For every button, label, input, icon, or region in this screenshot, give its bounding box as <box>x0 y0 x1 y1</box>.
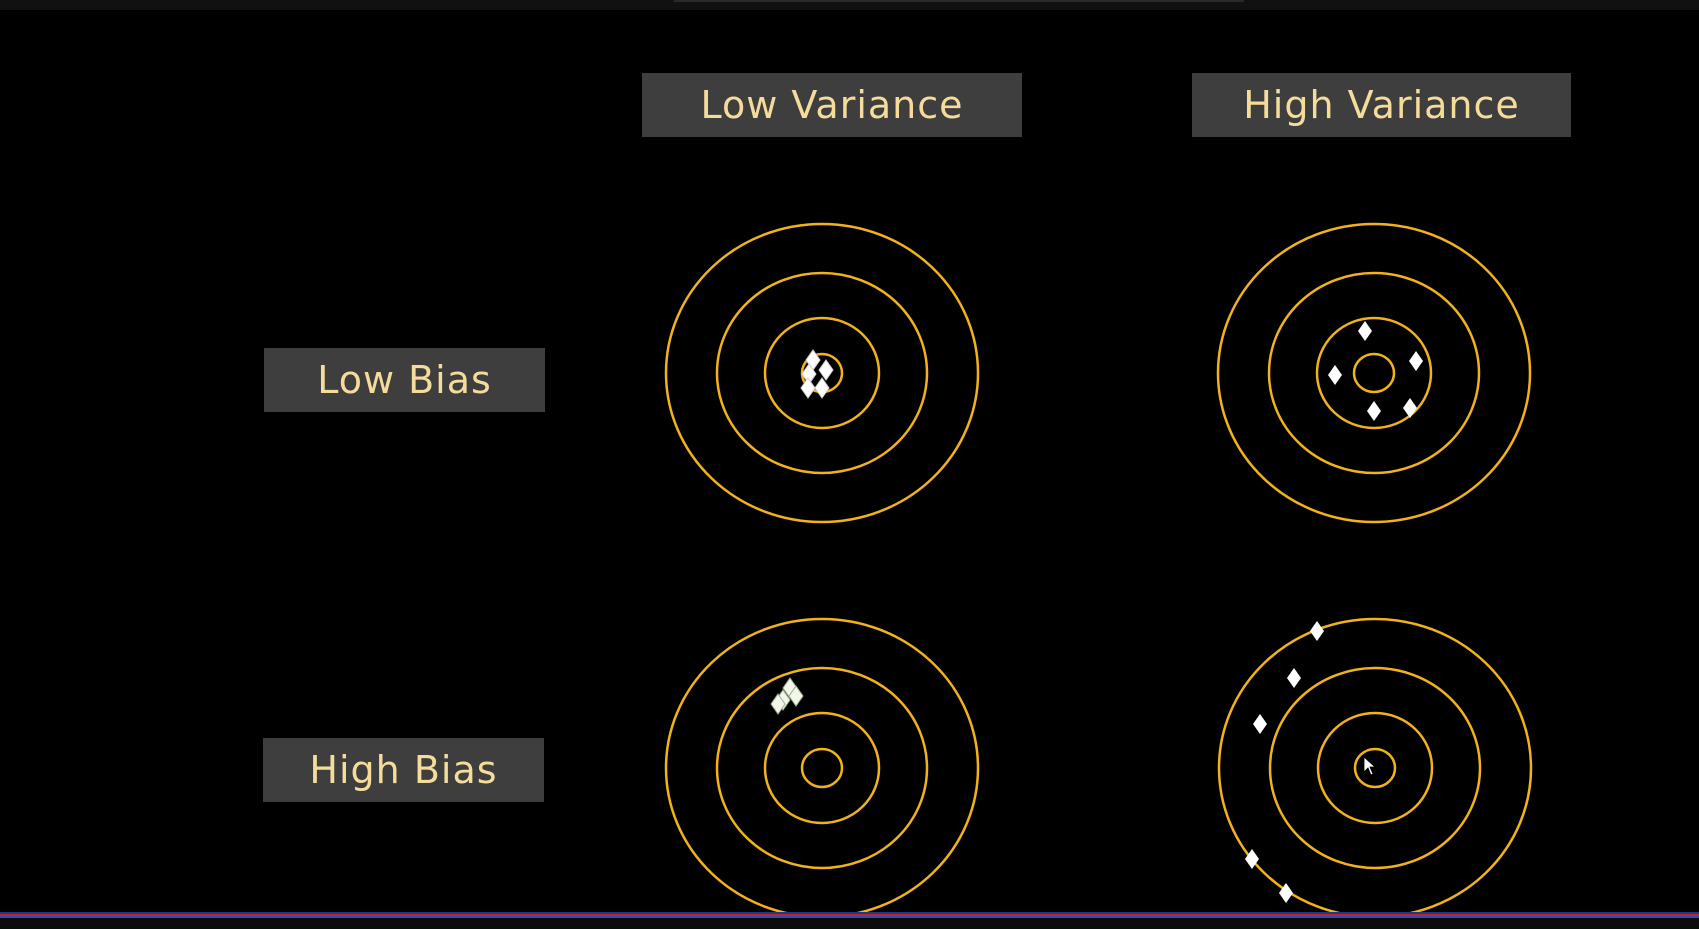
progress-line-blue <box>0 916 1699 918</box>
top-bar <box>0 0 1699 10</box>
marker-diamond <box>1310 621 1324 641</box>
marker-diamond <box>788 685 804 707</box>
row-label-low-bias: Low Bias <box>264 348 545 412</box>
marker-diamond <box>1409 351 1423 371</box>
marker-diamond <box>1279 883 1293 903</box>
marker-diamond <box>1287 668 1301 688</box>
target-high-bias-high-variance <box>1217 617 1533 919</box>
ring-outer <box>664 222 980 524</box>
ring-third <box>763 316 881 430</box>
marker-diamond <box>1328 365 1342 385</box>
ring-outer <box>1216 222 1532 524</box>
target-high-bias-low-variance <box>664 617 980 919</box>
marker-diamond <box>1367 401 1381 421</box>
target-low-bias-low-variance <box>664 222 980 524</box>
ring-outer <box>1217 617 1533 919</box>
marker-diamond <box>1358 321 1372 341</box>
ring-second <box>1267 271 1481 475</box>
ring-second <box>715 271 929 475</box>
cursor-icon <box>1363 756 1377 776</box>
ring-third <box>1316 711 1434 825</box>
marker-diamond <box>1253 714 1267 734</box>
marker-diamond <box>1403 398 1417 418</box>
target-low-bias-high-variance <box>1216 222 1532 524</box>
ring-second <box>1268 666 1482 870</box>
ring-outer <box>664 617 980 919</box>
marker-diamond <box>800 377 816 399</box>
header-low-variance: Low Variance <box>642 73 1022 137</box>
ring-bullseye <box>1353 747 1397 789</box>
marker-diamond <box>1245 849 1259 869</box>
header-high-variance: High Variance <box>1192 73 1571 137</box>
ring-bullseye <box>800 747 844 789</box>
progress-line-dark <box>0 912 1699 914</box>
ring-third <box>763 711 881 825</box>
marker-diamond <box>818 359 834 381</box>
ring-bullseye <box>1352 352 1396 394</box>
progress-line-red <box>0 914 1699 916</box>
bottom-strip <box>0 918 1699 929</box>
marker-diamond <box>770 693 786 715</box>
top-bar-segment <box>674 0 1244 2</box>
ring-second <box>715 666 929 870</box>
row-label-high-bias: High Bias <box>263 738 544 802</box>
ring-third <box>1315 316 1433 430</box>
marker-diamond <box>814 377 830 399</box>
